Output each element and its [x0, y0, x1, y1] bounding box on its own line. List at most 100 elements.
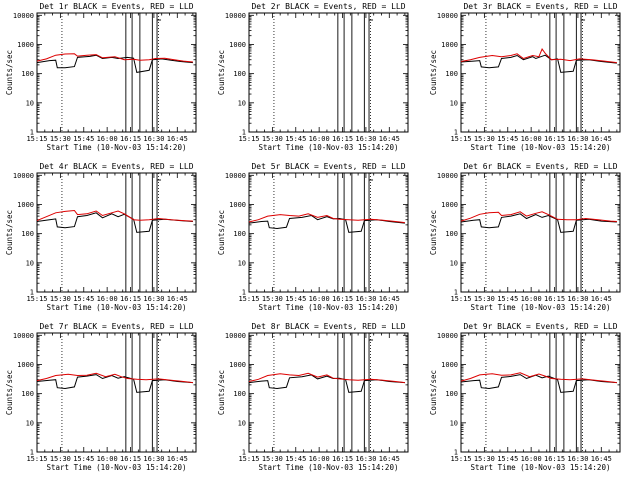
- x-tick-label: 16:30: [143, 295, 164, 303]
- panel-det-9: Det 9r BLACK = Events, RED = LLD 1 10 100 10…: [429, 322, 621, 472]
- x-tick-label: 16:00: [309, 455, 330, 463]
- y-tick-label: 1000: [441, 41, 458, 49]
- x-tick-label: 16:15: [544, 295, 565, 303]
- x-tick-label: 16:45: [591, 295, 612, 303]
- x-tick-label: 16:00: [521, 295, 542, 303]
- x-tick-label: 16:00: [521, 455, 542, 463]
- series-events: [36, 374, 193, 393]
- y-tick-label: 10000: [13, 172, 34, 180]
- series-lld: [36, 209, 193, 222]
- x-axis-label: Start Time (10-Nov-03 15:14:20): [471, 463, 611, 472]
- x-tick-label: 15:45: [73, 295, 94, 303]
- y-tick-label: 10: [238, 99, 246, 107]
- x-axis-label: Start Time (10-Nov-03 15:14:20): [47, 143, 187, 152]
- y-tick-label: 10: [26, 259, 34, 267]
- y-axis-label: Counts/sec: [429, 210, 438, 255]
- y-tick-label: 1: [242, 129, 246, 137]
- x-tick-label: 16:15: [332, 135, 353, 143]
- x-tick-label: 15:45: [73, 455, 94, 463]
- x-axis-label: Start Time (10-Nov-03 15:14:20): [47, 463, 187, 472]
- x-tick-label: 15:15: [450, 135, 471, 143]
- y-tick-label: 100: [445, 230, 458, 238]
- x-tick-label: 15:15: [450, 455, 471, 463]
- x-tick-label: 16:15: [544, 455, 565, 463]
- x-tick-label: 16:30: [355, 455, 376, 463]
- series-events: [248, 214, 405, 233]
- y-tick-label: 100: [233, 390, 246, 398]
- x-tick-label: 15:45: [285, 295, 306, 303]
- y-tick-label: 1000: [17, 361, 34, 369]
- plot-frame: [248, 12, 409, 133]
- series-lld: [36, 372, 193, 384]
- x-tick-label: 16:15: [332, 455, 353, 463]
- x-tick-label: 15:45: [285, 455, 306, 463]
- y-tick-label: 1000: [229, 201, 246, 209]
- x-axis-label: Start Time (10-Nov-03 15:14:20): [259, 463, 399, 472]
- panel-title: Det 3r BLACK = Events, RED = LLD: [463, 2, 617, 11]
- panel-det-7: Det 7r BLACK = Events, RED = LLD 1 10 100 10…: [5, 322, 197, 472]
- x-tick-label: 15:15: [238, 295, 259, 303]
- panel-det-3: Det 3r BLACK = Events, RED = LLD 1 10 100 10…: [429, 2, 621, 152]
- series-lld: [460, 47, 617, 64]
- y-tick-label: 1000: [441, 201, 458, 209]
- y-tick-label: 1: [454, 129, 458, 137]
- panel-title: Det 6r BLACK = Events, RED = LLD: [463, 162, 617, 171]
- x-tick-label: 16:45: [379, 295, 400, 303]
- x-tick-label: 16:00: [97, 295, 118, 303]
- x-tick-label: 16:30: [567, 455, 588, 463]
- y-tick-label: 10000: [13, 12, 34, 20]
- x-tick-label: 16:15: [120, 455, 141, 463]
- plot-frame: [36, 332, 197, 453]
- series-events: [248, 374, 405, 393]
- x-tick-label: 16:15: [120, 295, 141, 303]
- x-tick-label: 15:45: [497, 455, 518, 463]
- x-tick-label: 15:30: [262, 135, 283, 143]
- series-lld: [248, 372, 405, 384]
- x-tick-label: 16:45: [591, 135, 612, 143]
- y-tick-label: 10: [450, 419, 458, 427]
- y-tick-label: 1: [30, 129, 34, 137]
- y-tick-label: 100: [445, 70, 458, 78]
- y-tick-label: 10: [26, 99, 34, 107]
- y-tick-label: 100: [233, 230, 246, 238]
- y-tick-label: 100: [233, 70, 246, 78]
- y-tick-label: 100: [21, 230, 34, 238]
- x-axis-label: Start Time (10-Nov-03 15:14:20): [471, 143, 611, 152]
- series-lld: [36, 53, 193, 63]
- x-tick-label: 16:00: [309, 135, 330, 143]
- x-tick-label: 15:45: [73, 135, 94, 143]
- x-tick-label: 15:30: [50, 295, 71, 303]
- x-tick-label: 16:15: [544, 135, 565, 143]
- y-tick-label: 1: [454, 289, 458, 297]
- y-tick-label: 1000: [229, 361, 246, 369]
- y-axis-label: Counts/sec: [429, 50, 438, 95]
- plot-frame: [460, 332, 621, 453]
- y-tick-label: 1000: [229, 41, 246, 49]
- y-tick-label: 1: [30, 289, 34, 297]
- y-tick-label: 10: [450, 259, 458, 267]
- x-tick-label: 16:30: [567, 135, 588, 143]
- x-tick-label: 16:00: [97, 455, 118, 463]
- y-tick-label: 10: [450, 99, 458, 107]
- series-events: [36, 54, 193, 73]
- x-tick-label: 15:30: [50, 455, 71, 463]
- x-axis-label: Start Time (10-Nov-03 15:14:20): [471, 303, 611, 312]
- panel-det-4: Det 4r BLACK = Events, RED = LLD 1 10 100 10…: [5, 162, 197, 312]
- y-tick-label: 100: [445, 390, 458, 398]
- plot-frame: [460, 172, 621, 293]
- panel-title: Det 4r BLACK = Events, RED = LLD: [39, 162, 193, 171]
- x-tick-label: 16:30: [355, 135, 376, 143]
- x-tick-label: 16:45: [167, 455, 188, 463]
- x-tick-label: 16:30: [143, 135, 164, 143]
- x-tick-label: 16:15: [332, 295, 353, 303]
- panel-det-2: Det 2r BLACK = Events, RED = LLD 1 10 100 10…: [217, 2, 409, 152]
- x-tick-label: 15:45: [497, 295, 518, 303]
- y-tick-label: 1: [242, 449, 246, 457]
- y-tick-label: 1: [30, 449, 34, 457]
- y-axis-label: Counts/sec: [217, 210, 226, 255]
- y-tick-label: 10: [26, 419, 34, 427]
- y-tick-label: 1000: [17, 201, 34, 209]
- y-tick-label: 10: [238, 419, 246, 427]
- plot-frame: [36, 172, 197, 293]
- x-tick-label: 15:30: [50, 135, 71, 143]
